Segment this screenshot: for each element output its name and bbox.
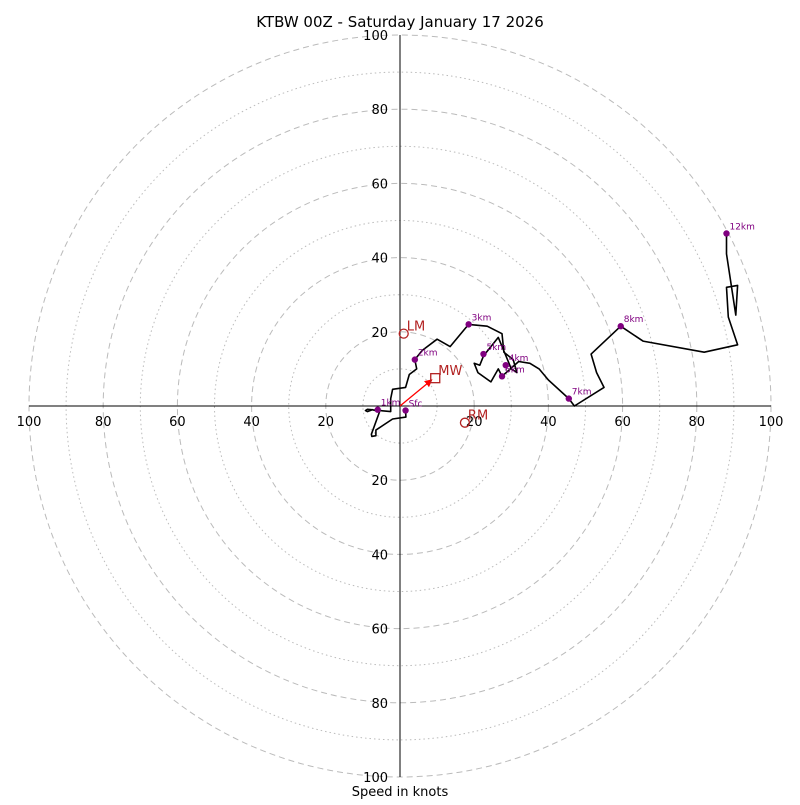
height-label-Sfc: Sfc (409, 399, 423, 409)
height-point-Sfc (402, 407, 409, 414)
height-point-8km (617, 323, 624, 330)
marker-MW (430, 373, 441, 384)
height-point-6km (498, 373, 506, 380)
height-label-7km: 7km (572, 388, 592, 398)
tick-label-right-40: 40 (540, 415, 557, 430)
tick-label-bottom-60: 60 (371, 623, 388, 638)
height-point-7km (565, 395, 573, 402)
tick-label-top-20: 20 (371, 326, 388, 341)
tick-label-left-20: 20 (318, 415, 335, 430)
tick-label-left-100: 100 (17, 415, 42, 430)
height-label-5km: 5km (486, 343, 506, 353)
height-point-1km (374, 406, 381, 413)
mean-shear-arrow (399, 379, 433, 407)
height-label-12km: 12km (729, 222, 754, 232)
marker-label-MW: MW (438, 364, 462, 379)
tick-label-bottom-40: 40 (371, 548, 388, 563)
height-point-3km (465, 321, 472, 328)
tick-label-left-80: 80 (95, 415, 112, 430)
marker-label-LM: LM (407, 320, 425, 335)
hodograph-trace-group (364, 233, 739, 438)
tick-label-bottom-20: 20 (371, 474, 388, 489)
height-point-2km (411, 356, 419, 363)
tick-label-bottom-100: 100 (363, 771, 388, 786)
height-label-4km: 4km (509, 354, 529, 364)
marker-LM (398, 328, 409, 339)
tick-labels: 100 100 100 100 80 80 80 80 60 60 60 60 40 40 40 40 20 20… (17, 29, 784, 786)
tick-label-bottom-80: 80 (371, 697, 388, 712)
marker-label-RM: RM (468, 409, 488, 424)
tick-label-top-40: 40 (371, 252, 388, 267)
tick-label-left-40: 40 (243, 415, 260, 430)
height-point-4km (502, 361, 509, 369)
hodograph-line (364, 233, 739, 438)
height-label-3km: 3km (472, 313, 492, 323)
tick-label-right-60: 60 (614, 415, 631, 430)
height-label-6km: 6km (505, 365, 525, 375)
tick-label-right-100: 100 (759, 415, 784, 430)
tick-label-top-100: 100 (363, 29, 388, 44)
marker-RM (459, 417, 471, 428)
chart-title: KTBW 00Z - Saturday January 17 2026 (256, 13, 544, 31)
height-point-5km (480, 350, 487, 358)
tick-label-left-60: 60 (169, 415, 186, 430)
storm-motion-markers: LM MW RM (398, 320, 488, 428)
tick-label-top-80: 80 (371, 103, 388, 118)
height-label-2km: 2km (418, 349, 438, 359)
tick-label-right-80: 80 (689, 415, 706, 430)
height-point-12km (723, 230, 730, 237)
tick-label-right-20: 20 (466, 415, 483, 430)
tick-label-top-60: 60 (371, 177, 388, 192)
x-axis-label: Speed in knots (352, 785, 449, 800)
height-label-1km: 1km (381, 399, 401, 409)
height-label-8km: 8km (624, 315, 644, 325)
